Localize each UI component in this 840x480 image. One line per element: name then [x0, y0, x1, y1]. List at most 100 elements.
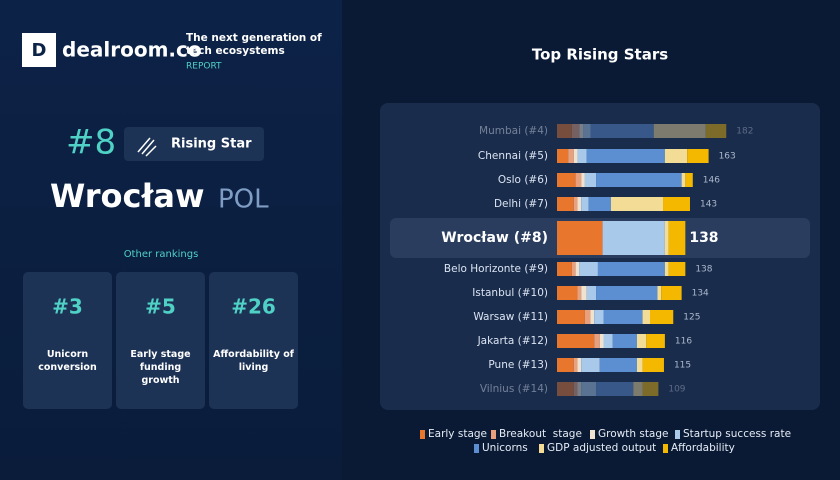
ranking-label: Early stage funding growth	[130, 349, 191, 386]
bar-segment	[594, 334, 600, 348]
bar-segment	[663, 197, 690, 211]
legend-label: GDP adjusted output	[547, 442, 656, 454]
bar-row: Oslo (#6) 146	[498, 173, 720, 187]
legend: Early stage Breakout stage Growth stage Sta…	[420, 428, 791, 454]
bar-segment	[577, 286, 582, 300]
bar-segment	[653, 124, 706, 138]
bar-segment	[557, 197, 574, 211]
ranking-rank: #5	[145, 295, 176, 319]
city: Wrocław	[50, 177, 205, 215]
total-label: 138	[689, 230, 718, 246]
ranking-rank: #26	[231, 295, 276, 319]
bar-segment	[597, 262, 665, 276]
bar-segment	[577, 358, 582, 372]
bar-segment	[599, 334, 604, 348]
bar-row: Jakarta (#12) 116	[477, 334, 692, 348]
category-label: Jakarta (#12)	[477, 335, 548, 347]
total-label: 134	[692, 289, 709, 299]
bar-segment	[642, 310, 650, 324]
bar-segment	[557, 262, 572, 276]
bar-segment	[596, 173, 682, 187]
bar-segment	[571, 262, 576, 276]
bar-segment	[575, 173, 582, 187]
chart: Mumbai (#4) 182 Chennai (#5) 163 Oslo (#6) 14…	[441, 124, 753, 396]
legend-swatch	[590, 430, 595, 439]
total-label: 138	[695, 265, 712, 275]
bar-segment	[586, 149, 665, 163]
bar-row: Delhi (#7) 143	[494, 197, 717, 211]
badge	[124, 127, 264, 161]
bar-segment	[596, 382, 634, 396]
bar-segment	[705, 124, 727, 138]
category-label: Chennai (#5)	[478, 150, 548, 162]
bar-segment	[557, 358, 574, 372]
bar-segment	[557, 124, 572, 138]
bar-segment	[583, 124, 591, 138]
bar-segment	[584, 173, 597, 187]
bar-segment	[581, 286, 587, 300]
bar-segment	[581, 197, 589, 211]
legend-swatch	[675, 430, 680, 439]
bar-segment	[581, 173, 585, 187]
bar-segment	[633, 382, 643, 396]
bar-row: Warsaw (#11) 125	[473, 310, 700, 324]
bar-segment	[571, 124, 580, 138]
ranking-card	[209, 272, 298, 409]
bar-segment	[610, 197, 664, 211]
bar-segment	[573, 197, 578, 211]
bar-segment	[588, 197, 611, 211]
total-label: 116	[675, 337, 692, 347]
bar-segment	[579, 262, 598, 276]
category-label: Warsaw (#11)	[473, 311, 548, 323]
rank: #8	[66, 123, 116, 163]
bar-segment	[661, 286, 682, 300]
legend-swatch	[539, 444, 544, 453]
ranking-cards: #3 Unicorn conversion #5 Early stage fundin…	[23, 272, 298, 409]
legend-swatch	[420, 430, 425, 439]
report-label: REPORT	[186, 62, 222, 72]
ranking-label: Affordability of living	[213, 349, 294, 373]
bar-segment	[590, 310, 595, 324]
bar-segment	[584, 310, 591, 324]
badge-icon	[137, 137, 157, 157]
bar-segment	[557, 310, 585, 324]
bar-segment	[557, 382, 574, 396]
bar-segment	[687, 149, 709, 163]
bar-segment	[685, 173, 693, 187]
bar-segment	[603, 310, 643, 324]
bar-row: Wrocław (#8) 138	[441, 221, 719, 255]
bar-segment	[575, 262, 580, 276]
bar-segment	[577, 197, 582, 211]
category-label: Wrocław (#8)	[441, 230, 548, 246]
category-label: Mumbai (#4)	[479, 125, 548, 137]
legend-label: Breakout stage	[499, 428, 582, 440]
ranking-rank: #3	[52, 295, 83, 319]
ranking-label: Unicorn conversion	[38, 349, 97, 373]
bar-segment	[577, 382, 582, 396]
bar-segment	[646, 334, 665, 348]
logo-text: dealroom.co	[62, 38, 202, 62]
ranking-label-box: Unicorn conversion	[38, 349, 97, 373]
category-label: Vilnius (#14)	[480, 383, 548, 395]
bar-segment	[636, 358, 643, 372]
badge-text: Rising Star	[171, 137, 252, 152]
total-label: 182	[736, 127, 753, 137]
category-label: Oslo (#6)	[498, 174, 548, 186]
total-label: 146	[703, 176, 720, 186]
logo-icon	[22, 33, 56, 67]
legend-label: Startup success rate	[683, 428, 791, 440]
tagline: The next generation of tech ecosystems	[186, 32, 322, 57]
bar-segment	[590, 124, 654, 138]
chart-title: Top Rising Stars	[532, 46, 668, 64]
bar-segment	[664, 262, 669, 276]
category-label: Belo Horizonte (#9)	[444, 263, 548, 275]
legend-label: Growth stage	[598, 428, 669, 440]
ranking-label-box: Early stage funding growth	[130, 349, 191, 386]
legend-swatch	[663, 444, 668, 453]
bar-row: Istanbul (#10) 134	[472, 286, 709, 300]
bar-segment	[602, 221, 665, 255]
bar-segment	[594, 310, 604, 324]
ranking-card	[23, 272, 112, 409]
